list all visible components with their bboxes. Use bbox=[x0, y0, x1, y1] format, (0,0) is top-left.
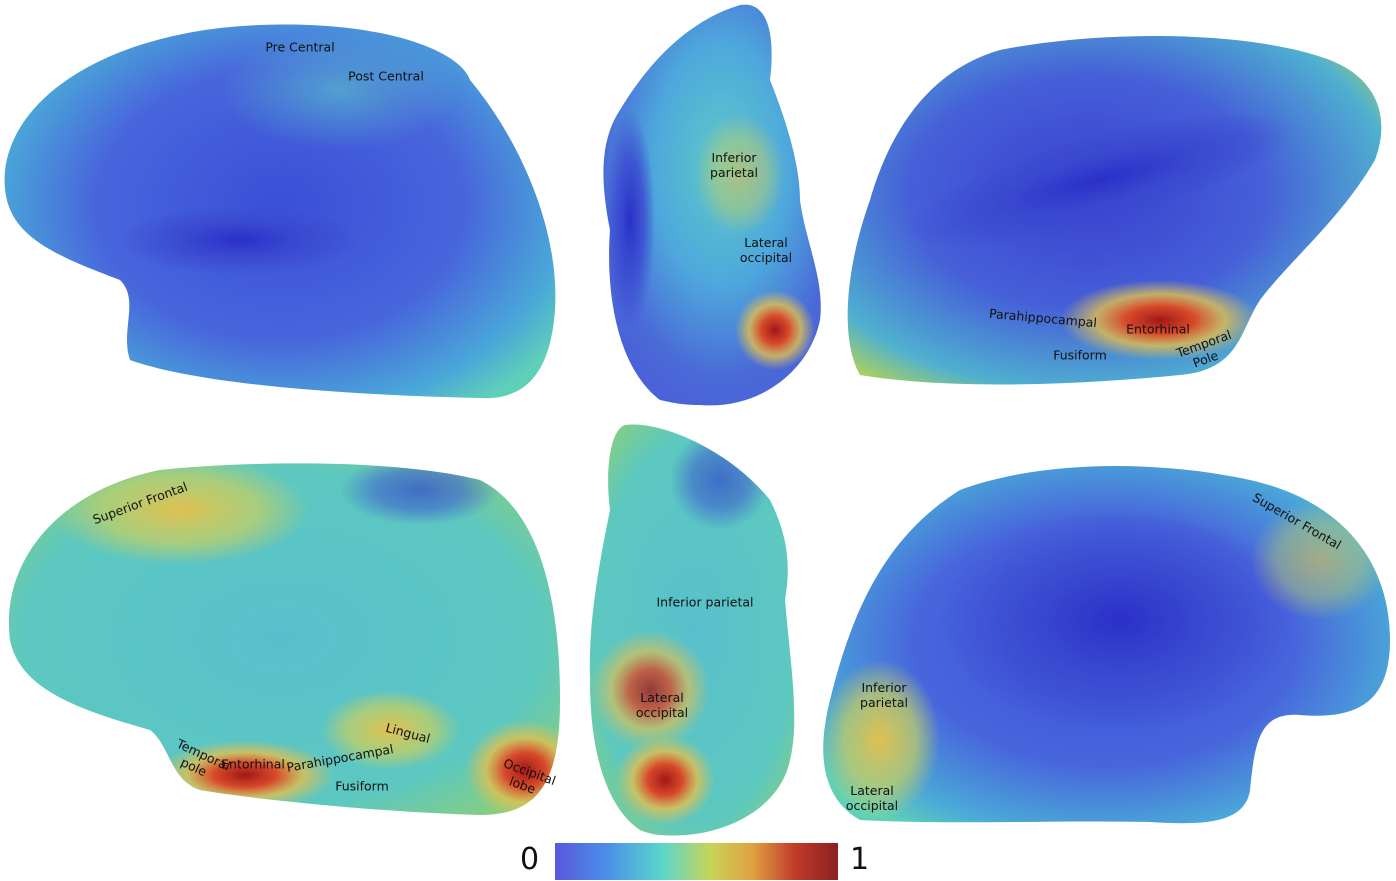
region-label: Post Central bbox=[348, 68, 424, 84]
region-label: Entorhinal bbox=[1126, 321, 1190, 337]
region-label: Fusiform bbox=[335, 778, 389, 794]
region-label: Fusiform bbox=[1053, 347, 1107, 363]
colorbar-tick-label: 1 bbox=[850, 842, 870, 877]
colorbar bbox=[555, 843, 838, 880]
region-label: Lateral occipital bbox=[739, 235, 793, 265]
region-label: Inferior parietal bbox=[656, 594, 754, 610]
region-label: Entorhinal bbox=[221, 756, 285, 772]
region-label: Lateral occipital bbox=[635, 690, 689, 720]
brain-posterior-top bbox=[603, 4, 821, 406]
colorbar-tick-label: 0 bbox=[520, 842, 540, 877]
region-label: Lateral occipital bbox=[845, 783, 899, 813]
brain-lateral-top-left bbox=[4, 24, 556, 399]
brain-posterior-bottom bbox=[589, 424, 795, 836]
region-label: Inferior parietal bbox=[860, 680, 908, 710]
region-label: Pre Central bbox=[265, 39, 335, 55]
region-label: Inferior parietal bbox=[710, 150, 758, 180]
brain-medial-bottom-right bbox=[823, 466, 1390, 824]
brain-medial-top-right bbox=[847, 36, 1382, 385]
